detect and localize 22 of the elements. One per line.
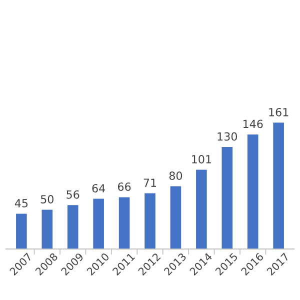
data-label: 161 <box>269 108 288 116</box>
data-label: 50 <box>40 195 54 204</box>
bar <box>42 210 53 249</box>
data-label: 66 <box>118 182 131 191</box>
data-label: 71 <box>144 178 156 187</box>
data-label: 80 <box>169 172 182 180</box>
data-label: 146 <box>243 120 263 128</box>
data-label: 130 <box>218 132 238 141</box>
bar <box>144 193 156 249</box>
bar <box>93 198 104 249</box>
data-label: 101 <box>192 155 212 164</box>
bar <box>247 134 258 249</box>
data-label: 45 <box>14 199 28 208</box>
data-label: 56 <box>66 190 80 199</box>
bar <box>67 205 78 249</box>
bar <box>170 186 182 249</box>
bar <box>273 122 284 249</box>
bar <box>16 214 27 249</box>
data-label: 64 <box>92 184 106 192</box>
bar <box>196 170 207 249</box>
bar <box>222 147 233 249</box>
bar <box>118 197 130 249</box>
